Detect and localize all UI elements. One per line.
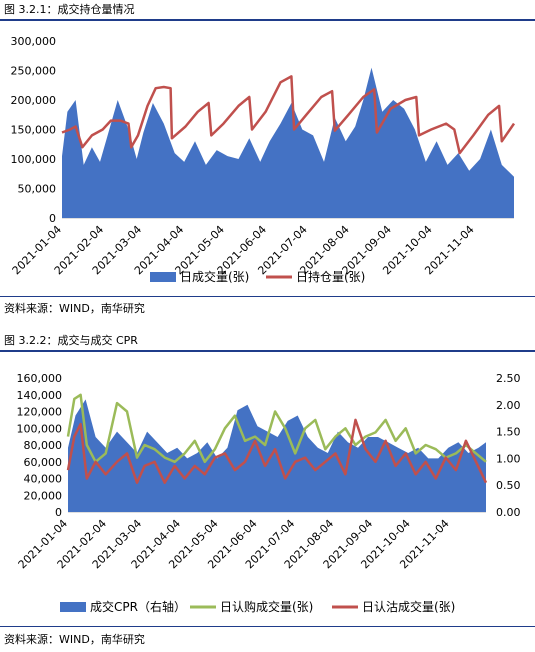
series-line-2 (66, 418, 488, 484)
series-area-0 (62, 67, 514, 218)
y-tick-label: 40,000 (24, 473, 63, 486)
y-right-tick-label: 2.00 (496, 399, 521, 412)
y-tick-label: 250,000 (11, 65, 57, 78)
y-tick-label: 300,000 (11, 35, 57, 48)
legend-swatch (150, 272, 176, 282)
y-tick-label: 0 (55, 506, 62, 519)
y-tick-label: 50,000 (18, 183, 57, 196)
y-tick-label: 60,000 (24, 456, 63, 469)
legend-label: 成交CPR（右轴） (90, 599, 186, 614)
y-right-tick-label: 0.50 (496, 479, 521, 492)
y-tick-label: 100,000 (17, 422, 63, 435)
y-tick-label: 80,000 (24, 439, 63, 452)
figure1-top-rule (0, 19, 535, 21)
y-right-tick-label: 0.00 (496, 506, 521, 519)
figure2-title: 图 3.2.2：成交与成交 CPR (4, 334, 138, 347)
y-right-tick-label: 2.50 (496, 372, 521, 385)
y-tick-label: 160,000 (17, 372, 63, 385)
figure1-bottom-rule (0, 296, 535, 297)
legend-label: 日成交量(张) (180, 269, 249, 284)
figure2-source: 资料来源：WIND，南华研究 (4, 633, 145, 646)
figure2-bottom-rule (0, 626, 535, 627)
y-right-tick-label: 1.50 (496, 426, 521, 439)
y-tick-label: 120,000 (17, 406, 63, 419)
y-tick-label: 140,000 (17, 389, 63, 402)
figure1-source: 资料来源：WIND，南华研究 (4, 302, 145, 315)
legend-label: 日认购成交量(张) (220, 599, 313, 614)
figure1-title: 图 3.2.1：成交持仓量情况 (4, 3, 135, 16)
y-tick-label: 20,000 (24, 489, 63, 502)
figure1-chart: 0 50,000 100,000 150,000 200,000 250,000 300,0… (10, 35, 516, 284)
figure2-top-rule (0, 350, 535, 352)
legend-label: 日认沽成交量(张) (362, 599, 455, 614)
series-line-1 (66, 393, 487, 464)
y-tick-label: 200,000 (11, 94, 57, 107)
y-tick-label: 150,000 (11, 124, 57, 137)
legend-label: 日持仓量(张) (296, 269, 365, 284)
y-tick-label: 0 (49, 212, 56, 225)
y-right-tick-label: 1.00 (496, 452, 521, 465)
figure2-chart: 0 20,000 40,000 60,000 80,000 100,000 120,000 1… (16, 372, 521, 614)
legend-swatch (60, 602, 86, 612)
series-line-1 (61, 75, 516, 155)
y-tick-label: 100,000 (11, 153, 57, 166)
